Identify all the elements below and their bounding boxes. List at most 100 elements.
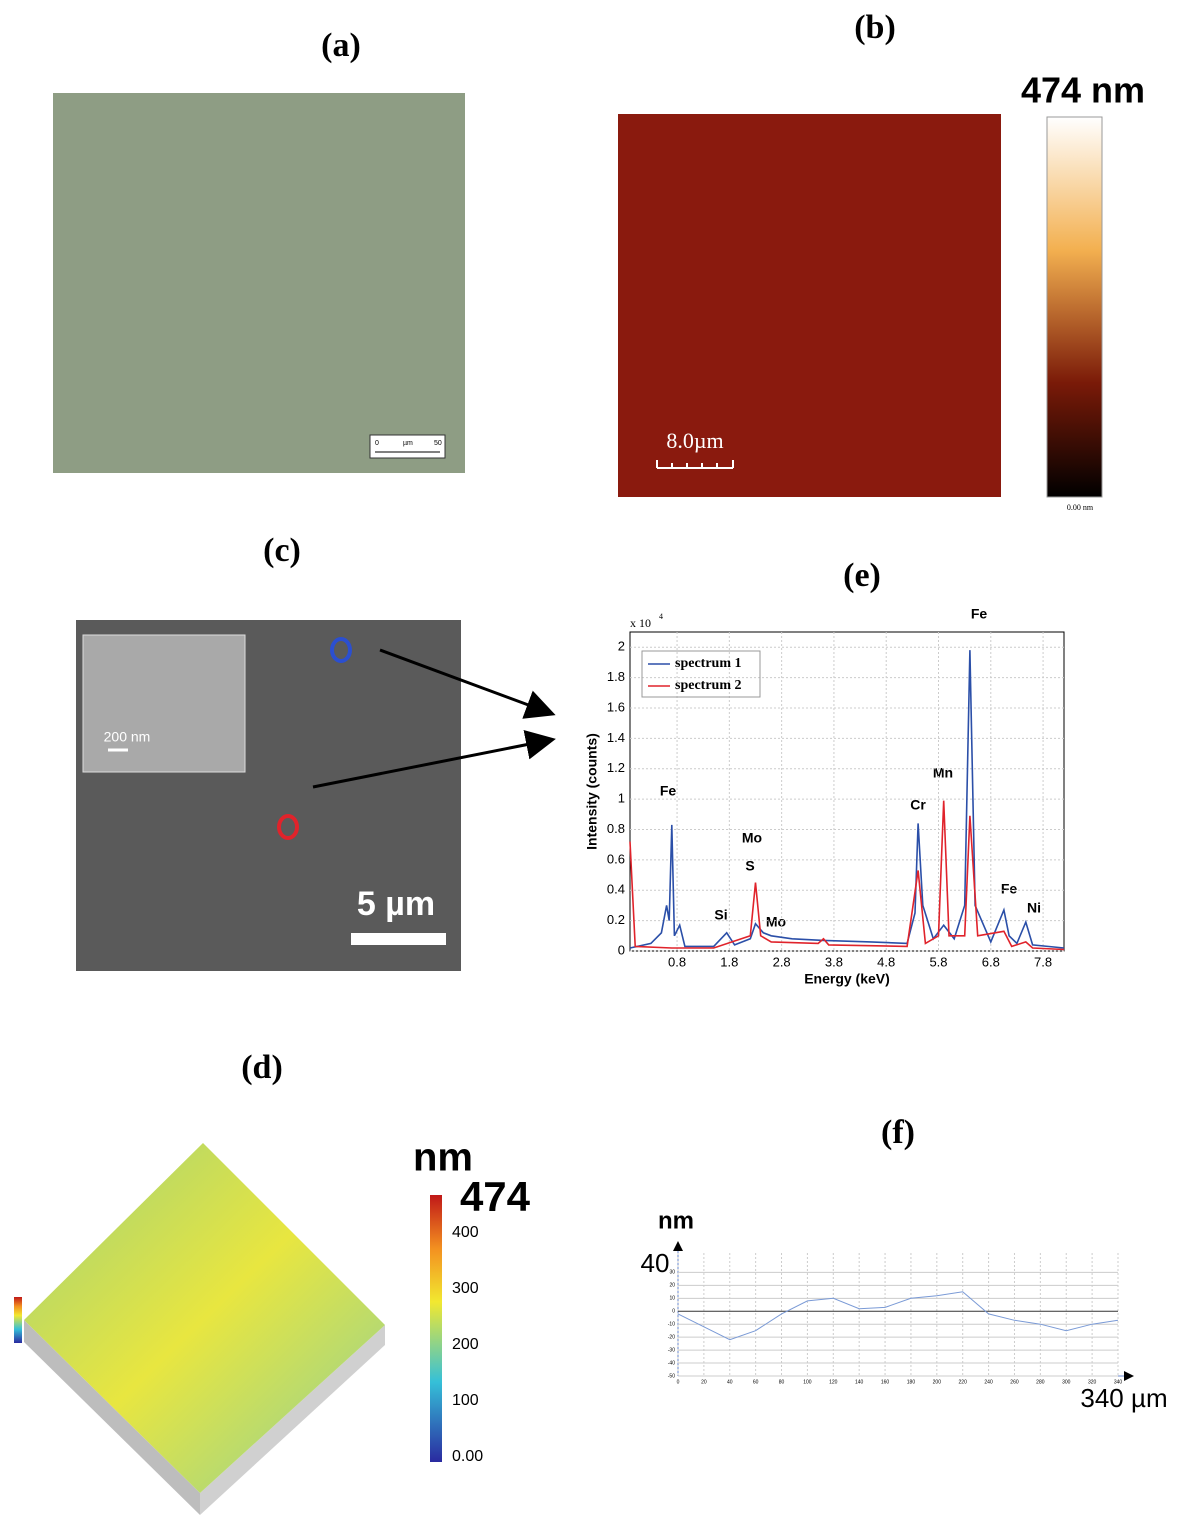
series-line bbox=[629, 650, 1065, 949]
x-tick-label: 3.8 bbox=[825, 954, 843, 969]
scale-text: 5 µm bbox=[357, 885, 435, 923]
x-tick-label: 200 bbox=[933, 1379, 942, 1385]
colorbar-tick: 100 bbox=[452, 1392, 479, 1409]
y-tick-label: -50 bbox=[668, 1373, 675, 1379]
x-tick-label: 80 bbox=[779, 1379, 785, 1385]
y-tick-label: 0.8 bbox=[607, 821, 625, 836]
y-axis-label: Intensity (counts) bbox=[584, 733, 600, 850]
x-tick-label: 20 bbox=[701, 1379, 707, 1385]
y-tick-label: 1.4 bbox=[607, 730, 625, 745]
y-tick-label: 30 bbox=[669, 1270, 675, 1276]
legend-box bbox=[641, 650, 761, 698]
surface-3d bbox=[24, 1143, 385, 1493]
colorbar-tick: 300 bbox=[452, 1280, 479, 1297]
y-tick-label: 10 bbox=[669, 1296, 675, 1302]
small-colorbar bbox=[14, 1297, 22, 1343]
arrow bbox=[379, 648, 556, 719]
y-tick-label: 0.2 bbox=[607, 912, 625, 927]
x-tick-label: 4.8 bbox=[877, 954, 895, 969]
x-tick-label: 7.8 bbox=[1034, 954, 1052, 969]
x-tick-label: 240 bbox=[984, 1379, 993, 1385]
x-tick-label: 220 bbox=[959, 1379, 968, 1385]
peak-label: Ni bbox=[1027, 900, 1041, 916]
multiplier: x 10 bbox=[630, 616, 651, 630]
scale-bar bbox=[656, 460, 734, 469]
peak-label: S bbox=[745, 858, 754, 874]
y-tick-label: 2 bbox=[618, 639, 625, 654]
colorbar-tick: 400 bbox=[452, 1224, 479, 1241]
y-tick-label: 1 bbox=[618, 791, 625, 806]
x-axis-label: Energy (keV) bbox=[804, 971, 890, 987]
scale-text: 8.0µm bbox=[666, 428, 723, 453]
x-tick-label: 320 bbox=[1088, 1379, 1097, 1385]
x-tick-label: 40 bbox=[727, 1379, 733, 1385]
marker-circle bbox=[330, 637, 352, 663]
colorbar-tick: 200 bbox=[452, 1336, 479, 1353]
peak-label: Cr bbox=[910, 797, 926, 813]
x-tick-label: 140 bbox=[855, 1379, 864, 1385]
inset-scale: 200 nm bbox=[104, 729, 151, 745]
x-tick-label: 5.8 bbox=[929, 954, 947, 969]
panel-label: (d) bbox=[241, 1049, 283, 1086]
x-tick-label: 60 bbox=[753, 1379, 759, 1385]
y-tick-label: 0 bbox=[618, 942, 625, 957]
y-tick-label: -10 bbox=[668, 1322, 675, 1328]
panel-label: (a) bbox=[321, 27, 361, 64]
y-tick-label: 1.6 bbox=[607, 699, 625, 714]
y-tick-label: -30 bbox=[668, 1347, 675, 1353]
scale-text: µm bbox=[403, 440, 413, 447]
afm-image bbox=[618, 114, 1001, 497]
y-tick-label: 0.6 bbox=[607, 851, 625, 866]
peak-label: Fe bbox=[660, 783, 677, 799]
colorbar-min: 0.00 nm bbox=[1067, 503, 1094, 512]
colorbar-unit: nm bbox=[413, 1136, 473, 1180]
y-tick-label: 0 bbox=[672, 1309, 675, 1315]
peak-label: Fe bbox=[971, 606, 988, 622]
x-tick-label: 300 bbox=[1062, 1379, 1071, 1385]
x-tick-label: 260 bbox=[1010, 1379, 1019, 1385]
peak-label: Mn bbox=[933, 765, 953, 781]
panel-label: (e) bbox=[843, 557, 881, 594]
x-tick-label: 120 bbox=[829, 1379, 838, 1385]
x-tick-label: 0 bbox=[677, 1379, 680, 1385]
colorbar-tick: 0.00 bbox=[452, 1448, 483, 1465]
peak-label: Si bbox=[714, 907, 727, 923]
axis-end: 340 µm bbox=[1080, 1383, 1167, 1413]
peak-label: Fe bbox=[1001, 881, 1018, 897]
x-tick-label: 340 bbox=[1114, 1379, 1123, 1385]
x-tick-label: 180 bbox=[907, 1379, 916, 1385]
y-tick-label: 1.8 bbox=[607, 669, 625, 684]
panel-label: (c) bbox=[263, 532, 301, 569]
scale-text: 0 bbox=[375, 440, 379, 447]
peak-label: Mo bbox=[742, 830, 762, 846]
colorbar-max: 474 nm bbox=[1021, 70, 1145, 111]
colorbar-max: 474 bbox=[460, 1173, 531, 1220]
micrograph bbox=[53, 93, 465, 473]
arrow bbox=[312, 729, 556, 789]
x-tick-label: 2.8 bbox=[773, 954, 791, 969]
y-tick-label: -40 bbox=[668, 1360, 675, 1366]
y-tick-label: 0.4 bbox=[607, 882, 625, 897]
series-line bbox=[629, 800, 1065, 951]
slab bbox=[24, 1320, 200, 1515]
scale-bar bbox=[351, 933, 446, 945]
x-tick-label: 1.8 bbox=[720, 954, 738, 969]
x-tick-label: 6.8 bbox=[982, 954, 1000, 969]
colorbar bbox=[430, 1195, 442, 1462]
slab bbox=[200, 1325, 385, 1515]
y-tick-label: -20 bbox=[668, 1334, 675, 1340]
axis-unit: nm bbox=[658, 1207, 694, 1234]
inset bbox=[82, 634, 246, 773]
panel-label: (b) bbox=[854, 9, 896, 46]
x-tick-label: 100 bbox=[803, 1379, 812, 1385]
x-tick-label: 160 bbox=[881, 1379, 890, 1385]
legend-label: spectrum 1 bbox=[675, 656, 742, 671]
series-line bbox=[677, 1291, 1119, 1341]
axis-top: 40 bbox=[641, 1248, 670, 1278]
y-tick-label: 20 bbox=[669, 1283, 675, 1289]
scale-text: 50 bbox=[434, 440, 442, 447]
panel-label: (f) bbox=[881, 1114, 915, 1151]
marker-circle bbox=[277, 814, 299, 840]
peak-label: Mo bbox=[766, 914, 786, 930]
